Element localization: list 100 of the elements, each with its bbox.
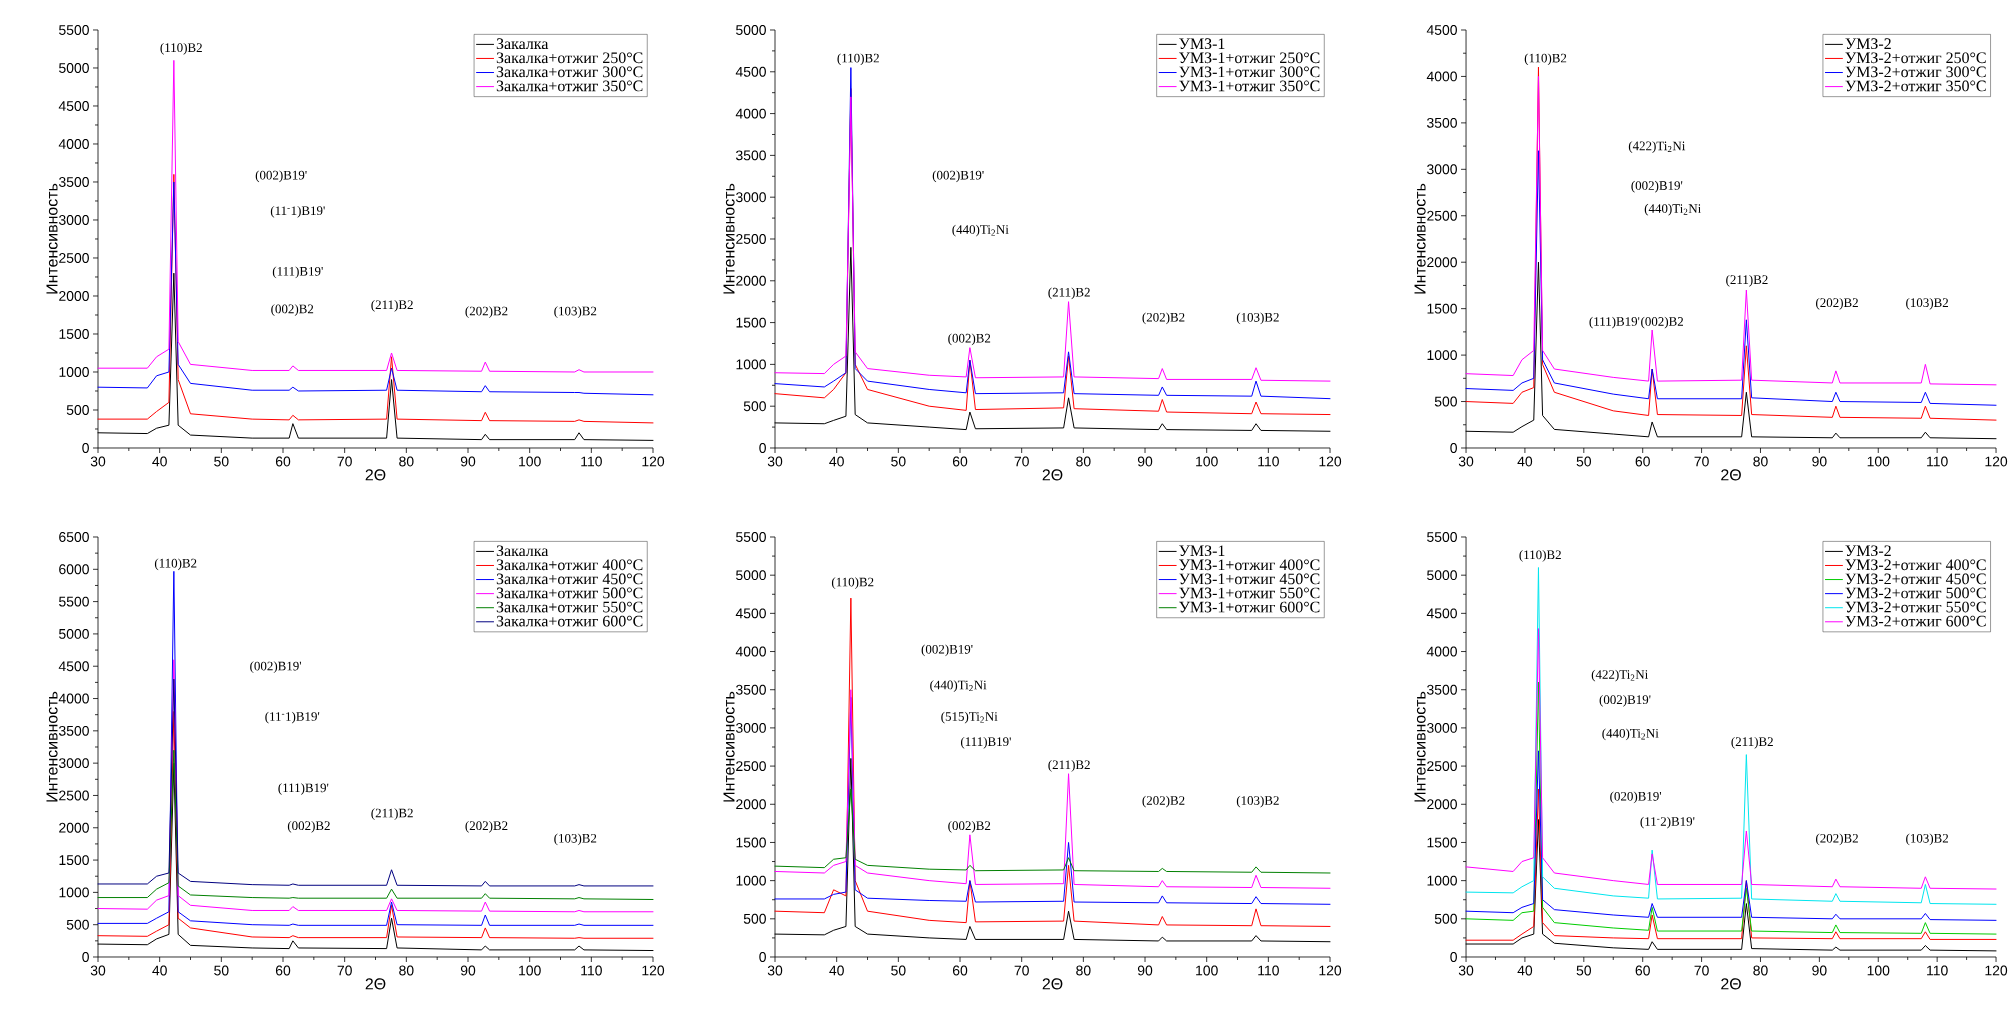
annotation: (11$^{-}$1)B19' [265,711,320,724]
x-tick-label: 50 [214,456,229,467]
x-tick-label: 50 [214,965,229,976]
y-tick-label: 4500 [1426,25,1457,35]
y-tick-label: 5000 [59,628,89,639]
x-tick-label: 30 [767,965,783,976]
y-tick-label: 4500 [735,66,766,77]
y-tick-label: 0 [759,443,766,453]
x-tick-label: 110 [1927,456,1948,467]
y-tick-label: 1500 [1427,303,1457,314]
annotation: (111)B19' [278,783,329,795]
annotation: (002)B2 [948,333,991,346]
y-tick-label: 6500 [59,532,89,542]
annotation: (111)B19' [960,736,1011,749]
y-tick-label: 1000 [736,875,766,886]
y-tick-label: 5000 [1427,570,1457,581]
x-tick-label: 30 [1458,456,1474,467]
y-tick-label: 0 [82,443,89,453]
y-tick-label: 4000 [735,646,766,657]
y-tick-label: 2000 [59,822,89,833]
annotation: (440)Ti$_{2}$Ni [952,224,1009,237]
annotation: (110)B2 [831,577,874,590]
legend-label: УМЗ-2+отжиг 400°C [1845,559,1986,571]
legend-label: УМЗ-1+отжиг 600°C [1179,601,1320,613]
annotation: (440)Ti$_{2}$Ni [930,680,987,692]
annotation: (211)B2 [1731,736,1773,749]
y-tick-label: 2500 [59,253,89,263]
annotation: (103)B2 [1906,297,1949,310]
x-tick-label: 60 [1635,456,1650,467]
legend-label: УМЗ-1+отжиг 300°C [1179,66,1320,78]
x-tick-label: 90 [460,965,476,976]
x-tick-label: 50 [891,456,906,467]
x-tick-label: 60 [275,456,291,467]
legend-label: УМЗ-2+отжиг 350°C [1845,80,1986,92]
y-tick-label: 1000 [59,887,89,898]
legend-label: Закалка+отжиг 500°C [496,587,643,599]
annotation: (440)Ti$_{2}$Ni [1602,728,1659,741]
annotation: (103)B2 [554,306,597,318]
y-axis-title: Интенсивность [1414,183,1426,294]
annotation: (110)B2 [1524,53,1567,66]
x-tick-label: 110 [1258,456,1279,467]
x-tick-label: 100 [1196,456,1218,467]
annotation: (202)B2 [1142,795,1185,808]
y-tick-label: 3500 [1427,684,1457,695]
legend-label: УМЗ-1+отжиг 450°C [1179,573,1320,585]
legend-label: УМЗ-1 [1179,545,1225,557]
x-tick-label: 70 [337,965,352,976]
y-tick-label: 3000 [736,722,766,733]
y-tick-label: 5500 [59,596,89,607]
legend-label: Закалка+отжиг 450°C [496,573,643,585]
x-tick-label: 40 [829,965,844,976]
legend-label: УМЗ-2 [1845,545,1891,557]
x-tick-label: 90 [1812,456,1827,467]
annotation: (020)B19' [1610,791,1662,804]
x-tick-label: 40 [152,965,167,976]
legend-label: Закалка+отжиг 550°C [496,601,643,613]
annotation: (110)B2 [1519,550,1561,562]
annotation: (002)B19' [1631,180,1683,193]
y-tick-label: 3500 [58,725,89,736]
line-series [1465,628,1997,890]
y-tick-label: 1500 [736,837,766,848]
x-tick-label: 80 [1076,456,1091,467]
annotation: (110)B2 [154,558,197,571]
annotation: (202)B2 [1816,297,1858,310]
y-tick-label: 4000 [58,693,89,704]
y-tick-label: 2000 [1427,257,1457,268]
annotation: (515)Ti$_{2}$Ni [941,711,998,724]
annotation: (211)B2 [1726,274,1768,287]
annotation: (211)B2 [1048,287,1090,300]
x-tick-label: 70 [1694,456,1709,467]
legend-label: Закалка+отжиг 600°C [496,615,643,627]
y-tick-label: 5500 [1427,532,1457,542]
y-tick-label: 5500 [59,25,89,35]
y-tick-label: 4500 [58,101,89,111]
legend-label: УМЗ-2+отжиг 250°C [1845,52,1986,64]
line-series [1465,750,1997,921]
annotation: (211)B2 [371,300,413,312]
y-tick-label: 0 [1450,443,1457,453]
y-tick-label: 2000 [736,799,766,810]
legend-label: УМЗ-2+отжиг 300°C [1845,66,1986,78]
x-tick-label: 40 [1517,965,1533,976]
y-tick-label: 3000 [1427,722,1457,733]
x-tick-label: 100 [519,965,541,976]
y-tick-label: 4500 [1426,608,1457,619]
legend-label: Закалка+отжиг 350°C [496,80,643,92]
y-tick-label: 5000 [736,570,766,581]
annotation: (002)B2 [287,820,330,833]
annotation: (11$^{-}$2)B19' [1640,816,1695,829]
y-tick-label: 3500 [58,177,89,187]
legend-label: УМЗ-2+отжиг 550°C [1845,601,1986,613]
x-tick-label: 120 [1985,456,2008,467]
x-tick-label: 80 [399,965,414,976]
y-axis-title: Интенсивность [723,691,735,802]
x-tick-label: 70 [1014,965,1029,976]
y-axis-title: Интенсивность [46,183,58,294]
annotation: (103)B2 [1236,795,1279,808]
annotation: (111)B19' [272,266,323,279]
x-tick-label: 100 [519,456,541,467]
y-tick-label: 0 [82,952,89,962]
annotation: (440)Ti$_{2}$Ni [1644,203,1702,216]
